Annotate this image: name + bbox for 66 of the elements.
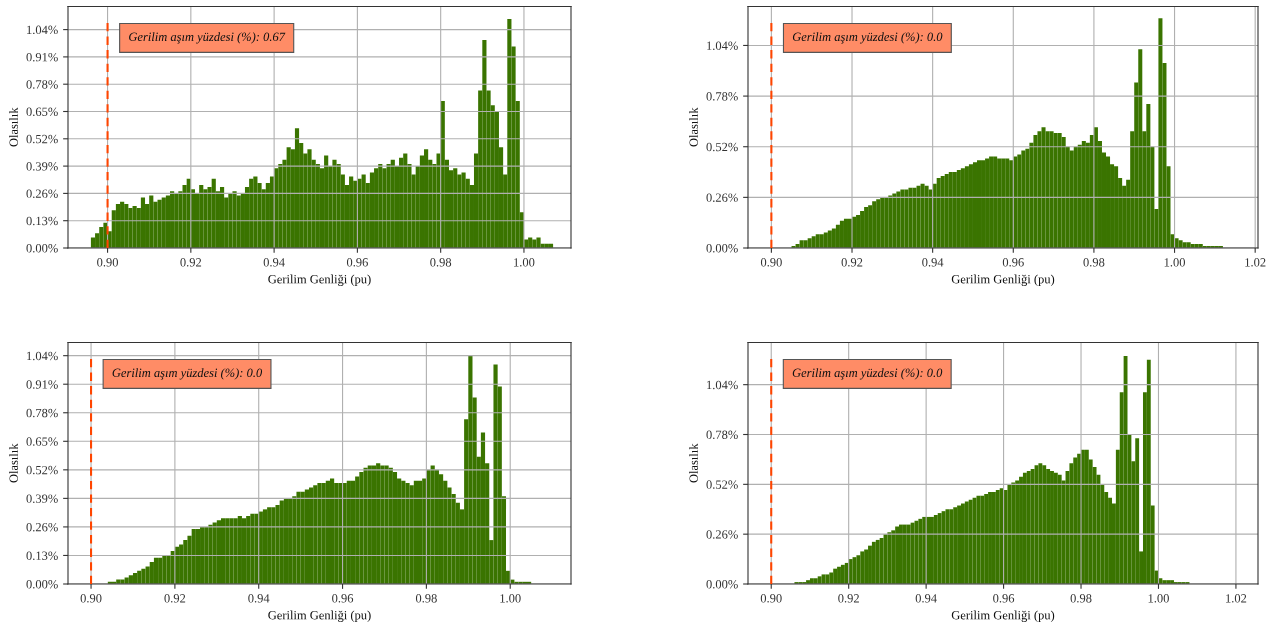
y-tick-label: 1.04% [707,380,738,390]
x-tick-label: 0.96 [1002,258,1024,267]
y-tick-label: 0.26% [26,189,58,198]
y-tick-label: 0.13% [26,216,58,226]
x-tick-label: 0.98 [430,258,452,267]
x-tick-label: 0.94 [922,258,944,267]
y-tick-label: 0.00% [706,580,738,589]
x-tick-label: 0.92 [180,258,202,267]
y-tick-label: 0.78% [706,92,738,101]
y-tick-label: 0.39% [26,162,58,171]
y-tick-label: 0.26% [706,193,738,202]
y-tick-label: 0.26% [26,522,58,532]
x-axis-title: Gerilim Genliği (pu) [268,610,371,622]
y-axis-title: Olasılık [689,443,698,483]
x-tick-label: 0.98 [415,594,437,603]
x-tick-label: 0.94 [915,594,937,603]
y-tick-label: 1.04% [707,41,738,50]
y-tick-label: 0.52% [26,134,58,144]
x-tick-label: 0.90 [97,258,119,267]
x-tick-label: 0.92 [841,258,863,267]
y-axis-title: Olasılık [9,107,18,147]
x-tick-label: 0.98 [1070,594,1092,603]
x-tick-label: 1.00 [500,594,521,603]
y-tick-label: 0.65% [26,107,58,117]
y-tick-label: 0.78% [706,430,738,440]
y-tick-label: 1.04% [27,351,58,361]
x-tick-label: 0.96 [346,258,368,267]
x-tick-label: 0.96 [332,594,354,603]
x-tick-label: 1.00 [1164,258,1186,267]
y-tick-label: 0.52% [706,480,738,489]
x-tick-label: 0.90 [760,594,782,603]
y-tick-label: 1.04% [27,25,58,35]
x-tick-label: 0.98 [1083,258,1105,267]
y-tick-label: 0.91% [26,380,58,389]
x-tick-label: 1.02 [1226,594,1247,603]
x-tick-label: 0.92 [164,594,186,603]
y-tick-label: 0.26% [706,530,738,539]
y-tick-label: 0.00% [26,244,58,253]
y-tick-label: 0.00% [706,244,738,253]
y-tick-label: 0.78% [26,80,58,89]
y-tick-label: 0.78% [26,408,58,418]
y-tick-label: 0.65% [26,437,58,446]
annotation: Gerilim aşım yüzdesi (%): 0.67 [129,32,286,44]
x-tick-label: 0.94 [248,594,270,603]
y-tick-label: 0.39% [26,494,58,503]
x-tick-label: 0.96 [993,594,1015,603]
x-axis-title: Gerilim Genliği (pu) [951,610,1055,622]
x-tick-label: 0.90 [760,258,782,267]
y-tick-label: 0.52% [26,465,58,475]
x-tick-label: 1.02 [1245,258,1266,267]
x-tick-label: 0.92 [838,594,859,603]
x-axis-title: Gerilim Genliği (pu) [268,274,371,286]
annotation: Gerilim aşım yüzdesi (%): 0.0 [112,368,263,380]
annotation: Gerilim aşım yüzdesi (%): 0.0 [792,32,943,44]
x-tick-label: 0.90 [80,594,102,603]
x-axis-title: Gerilim Genliği (pu) [951,274,1055,286]
x-tick-label: 1.00 [1148,594,1169,603]
annotation: Gerilim aşım yüzdesi (%): 0.0 [792,368,943,380]
y-axis-title: Olasılık [9,443,18,483]
x-tick-label: 0.94 [263,258,285,267]
y-axis-title: Olasılık [689,107,698,147]
x-tick-label: 1.00 [514,258,535,267]
y-tick-label: 0.52% [706,142,738,152]
y-tick-label: 0.00% [26,580,58,589]
y-tick-label: 0.91% [26,52,58,62]
y-tick-label: 0.13% [26,551,58,560]
